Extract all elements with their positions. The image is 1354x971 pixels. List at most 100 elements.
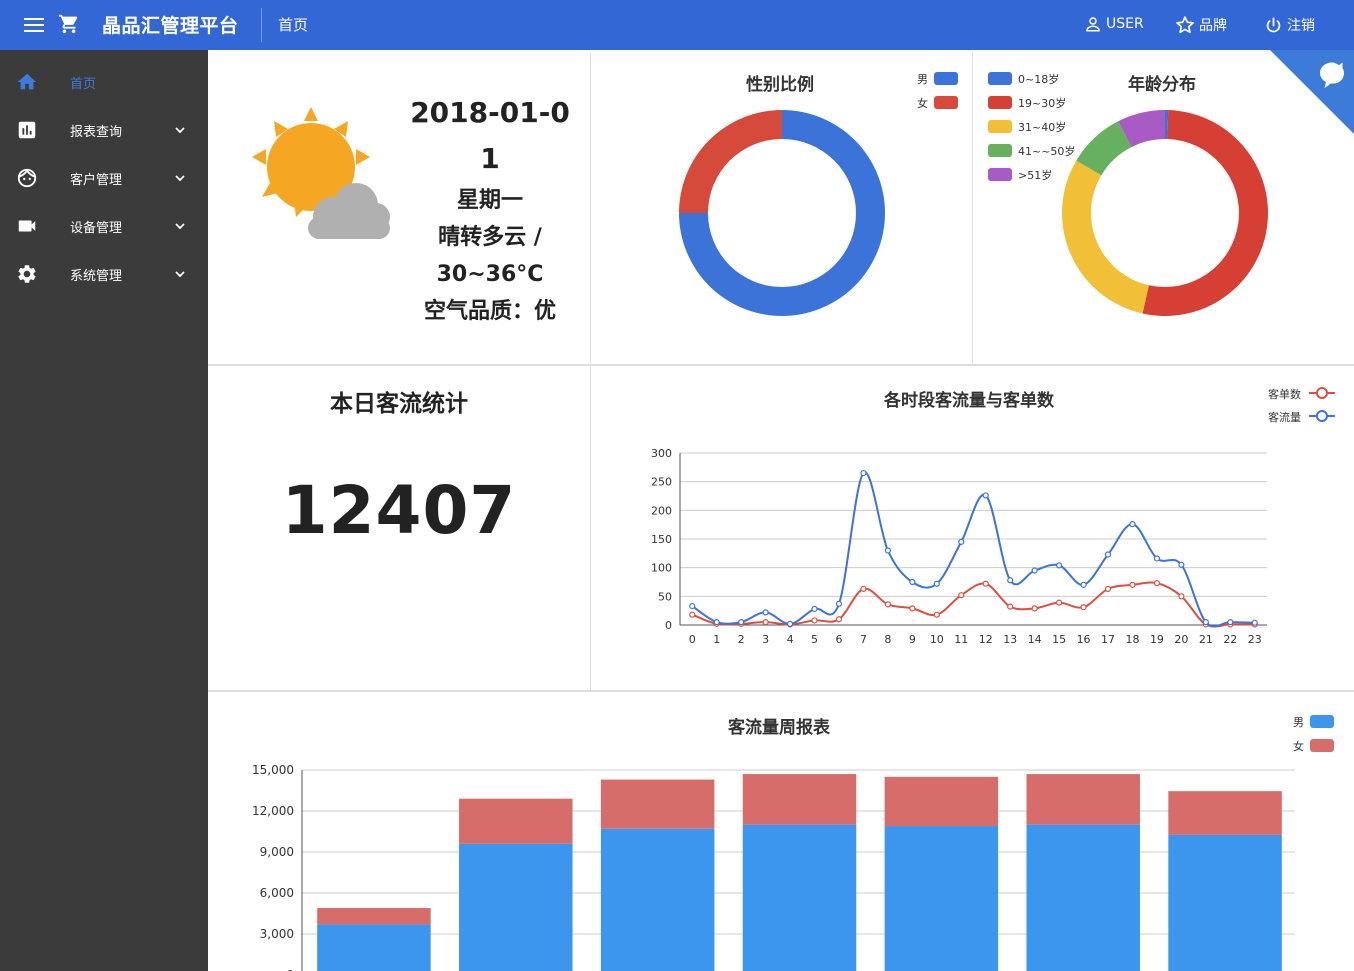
data-point: [1080, 604, 1087, 611]
github-octocat-icon: [1320, 62, 1344, 88]
y-tick-label: 150: [651, 533, 672, 546]
bar-female: [1168, 791, 1282, 835]
bar-male: [742, 824, 857, 971]
github-corner-link[interactable]: [1270, 50, 1354, 134]
sidebar-item-customers[interactable]: 客户管理: [0, 154, 208, 202]
x-tick-label: 7: [860, 633, 867, 646]
age-legend-swatch[interactable]: [988, 72, 1012, 85]
data-point: [933, 611, 940, 618]
data-point: [1178, 593, 1185, 600]
y-tick-label: 0: [286, 968, 294, 971]
x-tick-label: 23: [1248, 633, 1262, 646]
x-tick-label: 20: [1174, 633, 1188, 646]
corner-ribbon: [1270, 50, 1354, 134]
gender-legend-label: 女: [917, 97, 928, 110]
weather-condition: 晴转多云 /: [438, 225, 542, 250]
y-tick-label: 0: [665, 619, 672, 632]
age-legend-swatch[interactable]: [988, 96, 1012, 109]
daily-traffic-title: 本日客流统计: [330, 391, 468, 417]
data-point: [860, 469, 867, 477]
hourly-legend-swatch[interactable]: [1309, 386, 1335, 400]
data-point: [811, 617, 818, 624]
logout-button[interactable]: 注销: [1264, 15, 1315, 35]
bar-female: [317, 908, 431, 925]
data-point: [1031, 567, 1038, 574]
x-tick-label: 22: [1223, 633, 1237, 646]
weather-date: 2018-01-01: [410, 96, 570, 175]
age-legend-label: 31~40岁: [1018, 121, 1067, 134]
sidebar-item-label: 客户管理: [70, 173, 123, 188]
age-legend-swatch[interactable]: [988, 144, 1012, 157]
weekly-chart-title: 客流量周报表: [728, 718, 830, 738]
panel-divider: [208, 690, 1354, 692]
power-icon: [1266, 17, 1281, 32]
hourly-legend-label: 客流量: [1268, 411, 1301, 424]
sidebar-item-devices[interactable]: 设备管理: [0, 202, 208, 250]
cart-icon[interactable]: [58, 13, 80, 39]
panel-divider: [590, 52, 591, 692]
daily-traffic-value: 12407: [281, 472, 517, 549]
bar-male: [1168, 834, 1282, 971]
logout-label: 注销: [1287, 18, 1315, 34]
chevron-down-icon: [175, 127, 185, 134]
age-legend-swatch[interactable]: [988, 120, 1012, 133]
header-divider: [261, 8, 262, 42]
user-icon: [1086, 17, 1100, 32]
sidebar-item-home[interactable]: 首页: [0, 58, 208, 106]
x-tick-label: 4: [787, 633, 794, 646]
age-donut-chart: [1062, 110, 1268, 316]
bar-female: [459, 798, 573, 844]
hourly-legend-label: 客单数: [1268, 388, 1301, 401]
gender-legend-swatch[interactable]: [934, 72, 958, 85]
y-tick-label: 3,000: [260, 927, 294, 941]
x-tick-label: 10: [930, 633, 944, 646]
x-tick-label: 11: [954, 633, 968, 646]
user-menu-label: USER: [1106, 16, 1144, 32]
user-menu-button[interactable]: USER: [1084, 15, 1144, 33]
data-point: [982, 580, 989, 587]
gender-legend-swatch[interactable]: [934, 96, 958, 109]
weekly-legend-swatch[interactable]: [1310, 739, 1334, 752]
sidebar-item-label: 设备管理: [70, 221, 123, 236]
x-tick-label: 9: [909, 633, 916, 646]
data-point: [982, 492, 989, 499]
sidebar-item-system[interactable]: 系统管理: [0, 250, 208, 298]
data-point: [1153, 555, 1161, 562]
x-tick-label: 18: [1125, 633, 1139, 646]
data-point: [1227, 619, 1234, 626]
weather-air-quality: 空气品质：优: [423, 299, 556, 324]
sidebar-item-label: 报表查询: [70, 125, 123, 140]
data-point: [1104, 585, 1112, 592]
data-point: [884, 547, 891, 554]
data-point: [1129, 581, 1136, 588]
x-tick-label: 0: [689, 633, 696, 646]
age-slice: [1118, 110, 1165, 148]
weekly-legend-swatch[interactable]: [1310, 715, 1334, 728]
gender-chart-title: 性别比例: [746, 75, 814, 95]
series-line: [691, 471, 1255, 628]
data-point: [811, 605, 818, 613]
x-tick-label: 3: [762, 633, 769, 646]
bar-male: [459, 843, 573, 971]
data-point: [1129, 520, 1136, 528]
hourly-legend-swatch[interactable]: [1309, 409, 1335, 423]
x-tick-label: 8: [884, 633, 891, 646]
sidebar-item-reports[interactable]: 报表查询: [0, 106, 208, 154]
menu-icon[interactable]: [22, 15, 46, 35]
breadcrumb[interactable]: 首页: [278, 16, 309, 34]
data-point: [1202, 619, 1209, 626]
brand-menu-button[interactable]: 品牌: [1175, 15, 1227, 35]
age-legend-swatch[interactable]: [988, 168, 1012, 181]
data-point: [689, 602, 696, 610]
data-point: [713, 619, 720, 626]
x-tick-label: 13: [1003, 633, 1017, 646]
brand-menu-label: 品牌: [1199, 18, 1227, 34]
data-point: [689, 611, 696, 618]
hourly-chart-title: 各时段客流量与客单数: [884, 391, 1054, 411]
chevron-down-icon: [175, 223, 185, 230]
age-slice: [1142, 110, 1268, 316]
y-tick-label: 12,000: [252, 804, 294, 818]
bar-male: [884, 826, 999, 971]
y-tick-label: 200: [651, 504, 672, 517]
bar-chart-icon: [18, 121, 36, 139]
